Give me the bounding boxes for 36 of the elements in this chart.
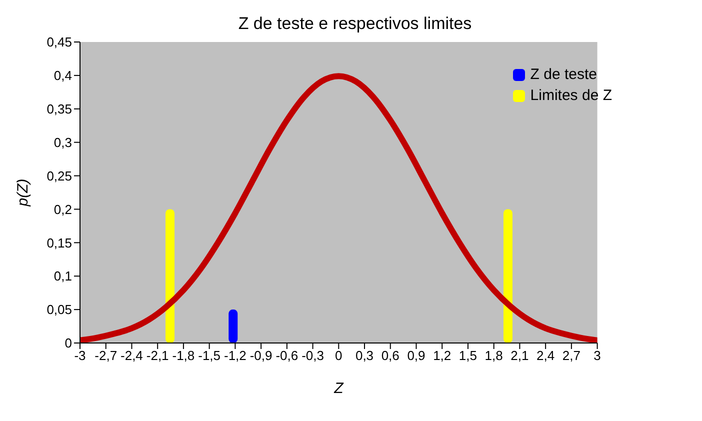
y-tick-label: 0,3 [54, 134, 72, 150]
x-tick-label: -2,4 [120, 348, 143, 364]
x-tick-label: 2,4 [536, 348, 555, 364]
y-tick-label: 0,1 [54, 268, 72, 284]
x-tick-label: 1,8 [484, 348, 503, 364]
y-axis-title: p(Z) [14, 178, 32, 208]
x-tick-label: -3 [74, 348, 86, 364]
x-tick-label: 0,6 [381, 348, 400, 364]
y-tick-label: 0 [64, 336, 72, 351]
y-tick-label: 0,2 [54, 202, 72, 217]
x-tick-label: 2,7 [562, 348, 580, 364]
x-tick-label: 3 [594, 348, 601, 364]
x-tick-label: 0 [335, 348, 342, 364]
x-tick-label: 0,9 [407, 348, 426, 364]
x-tick-label: 1,2 [433, 348, 452, 364]
x-tick-label: -0,6 [276, 348, 298, 364]
y-tick-label: 0,45 [46, 34, 72, 50]
x-tick-label: 2,1 [510, 348, 529, 364]
y-tick-label: 0,05 [46, 302, 72, 318]
x-tick-label: -0,9 [250, 348, 272, 364]
x-axis-title: Z [333, 380, 344, 397]
chart-title: Z de teste e respectivos limites [237, 14, 473, 34]
x-tick-label: -1,2 [224, 348, 246, 364]
legend-label: Limites de Z [530, 87, 612, 104]
x-tick-label: -1,8 [172, 348, 195, 364]
y-tick-label: 0,35 [46, 102, 72, 117]
x-tick-label: -1,5 [198, 348, 221, 364]
x-tick-label: 1,5 [458, 348, 478, 364]
y-tick-label: 0,25 [46, 168, 72, 184]
x-tick-label: 0,3 [355, 348, 374, 364]
legend-label: Z de teste [530, 66, 597, 83]
y-tick-label: 0,4 [54, 68, 72, 84]
x-tick-label: -2,7 [94, 348, 118, 364]
y-tick-label: 0,15 [46, 235, 72, 250]
x-tick-label: -2,1 [146, 348, 169, 364]
x-tick-label: -0,3 [302, 348, 324, 364]
